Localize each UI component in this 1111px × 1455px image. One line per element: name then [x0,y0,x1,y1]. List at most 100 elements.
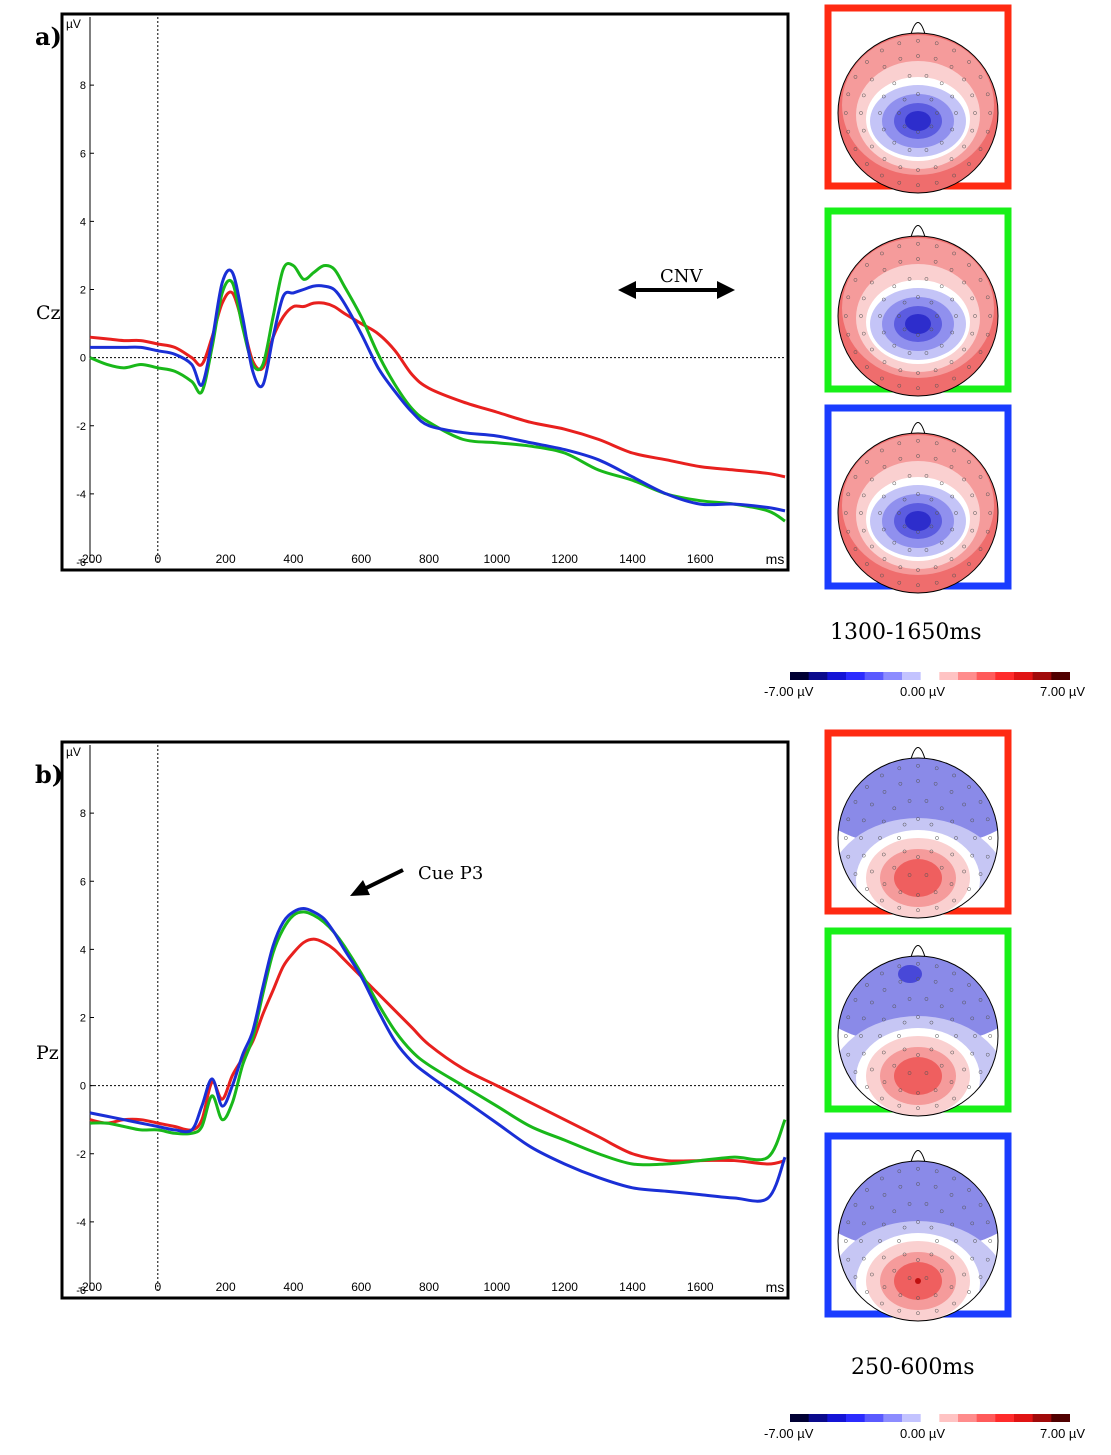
electrode [962,280,966,285]
electrode [939,140,944,145]
electrode [892,1004,897,1009]
electrode [933,368,938,373]
electrode [882,1080,887,1084]
electrode [952,898,956,903]
electrode [892,140,897,145]
electrode [870,869,874,874]
series-blue-line [90,268,786,513]
electrode [970,1221,975,1226]
electrode [952,1176,956,1181]
electrode [897,1308,902,1313]
electrode [902,1252,907,1257]
electrode [880,1176,884,1181]
electrode [892,481,897,486]
electrode [950,1050,955,1055]
electrode [907,474,912,478]
electrode [846,1015,851,1020]
electrode [881,330,886,335]
head-outline [837,432,999,594]
electrode [924,351,929,355]
electrode [882,882,887,886]
electrode [870,802,874,807]
electrode [933,1293,938,1298]
electrode [861,1221,866,1226]
electrode [902,1020,907,1025]
electrode [970,493,975,498]
electrode [962,1272,966,1277]
electrode [897,1103,902,1108]
electrode [880,898,884,903]
electrode [902,1047,907,1052]
colorbar-swatch [1014,1414,1034,1422]
electrode [924,1071,929,1075]
electrode [853,872,858,876]
electrode [970,128,975,133]
electrode [881,1017,886,1022]
electrode [916,893,920,897]
electrode [878,511,882,515]
electrode [934,580,939,585]
nose-icon [910,22,926,35]
electrode [929,1252,934,1257]
electrode [949,882,954,886]
electrode [934,441,939,446]
electrode [898,1293,903,1298]
electrode [881,1222,886,1227]
electrode [988,1239,993,1243]
electrode [902,300,907,305]
electrode [907,997,912,1001]
electrode [985,817,990,822]
electrode [916,492,920,496]
x-tick-label: 400 [283,552,303,566]
colorbar-swatch [1051,1414,1070,1422]
x-tick-label: 600 [351,552,371,566]
electrode [929,1020,934,1025]
electrode [870,347,874,352]
electrode [882,65,887,69]
electrode [954,1034,958,1038]
electrode [853,998,858,1002]
electrode [967,460,971,464]
electrode [846,1257,851,1262]
electrode [952,376,956,381]
electrode [870,544,874,549]
electrode [897,1169,902,1174]
electrode [916,1015,920,1019]
colorbar-swatch [902,1414,922,1422]
electrode [973,111,977,115]
electrode [892,1209,897,1214]
electrode [865,263,869,267]
electrode [952,48,956,53]
electrode [853,1203,858,1207]
electrode [916,1258,920,1262]
electrode [962,1205,966,1210]
electrode [916,333,920,337]
electrode [929,822,934,827]
electrode [902,327,907,332]
electrode [916,92,920,96]
electrode [861,128,866,133]
electrode [898,565,903,570]
electrode [853,1070,858,1074]
electrode [939,865,944,870]
electrode [985,1015,990,1020]
electrode [967,1085,971,1089]
electrode [933,56,938,61]
electrode [949,1193,954,1197]
electrode [934,180,939,185]
electrode [859,1034,863,1038]
electrode [846,529,851,534]
electrode [880,48,884,53]
colorbar-swatch [883,672,903,680]
electrode [952,1096,956,1101]
electrode [934,905,939,910]
electrode [846,854,851,859]
electrode [978,998,983,1002]
electrode [897,1034,901,1038]
electrode [861,296,866,301]
electrode [967,365,971,369]
electrode [882,360,887,364]
y-tick-label: -2 [76,1149,86,1161]
electrode [950,494,955,499]
electrode [970,528,975,533]
